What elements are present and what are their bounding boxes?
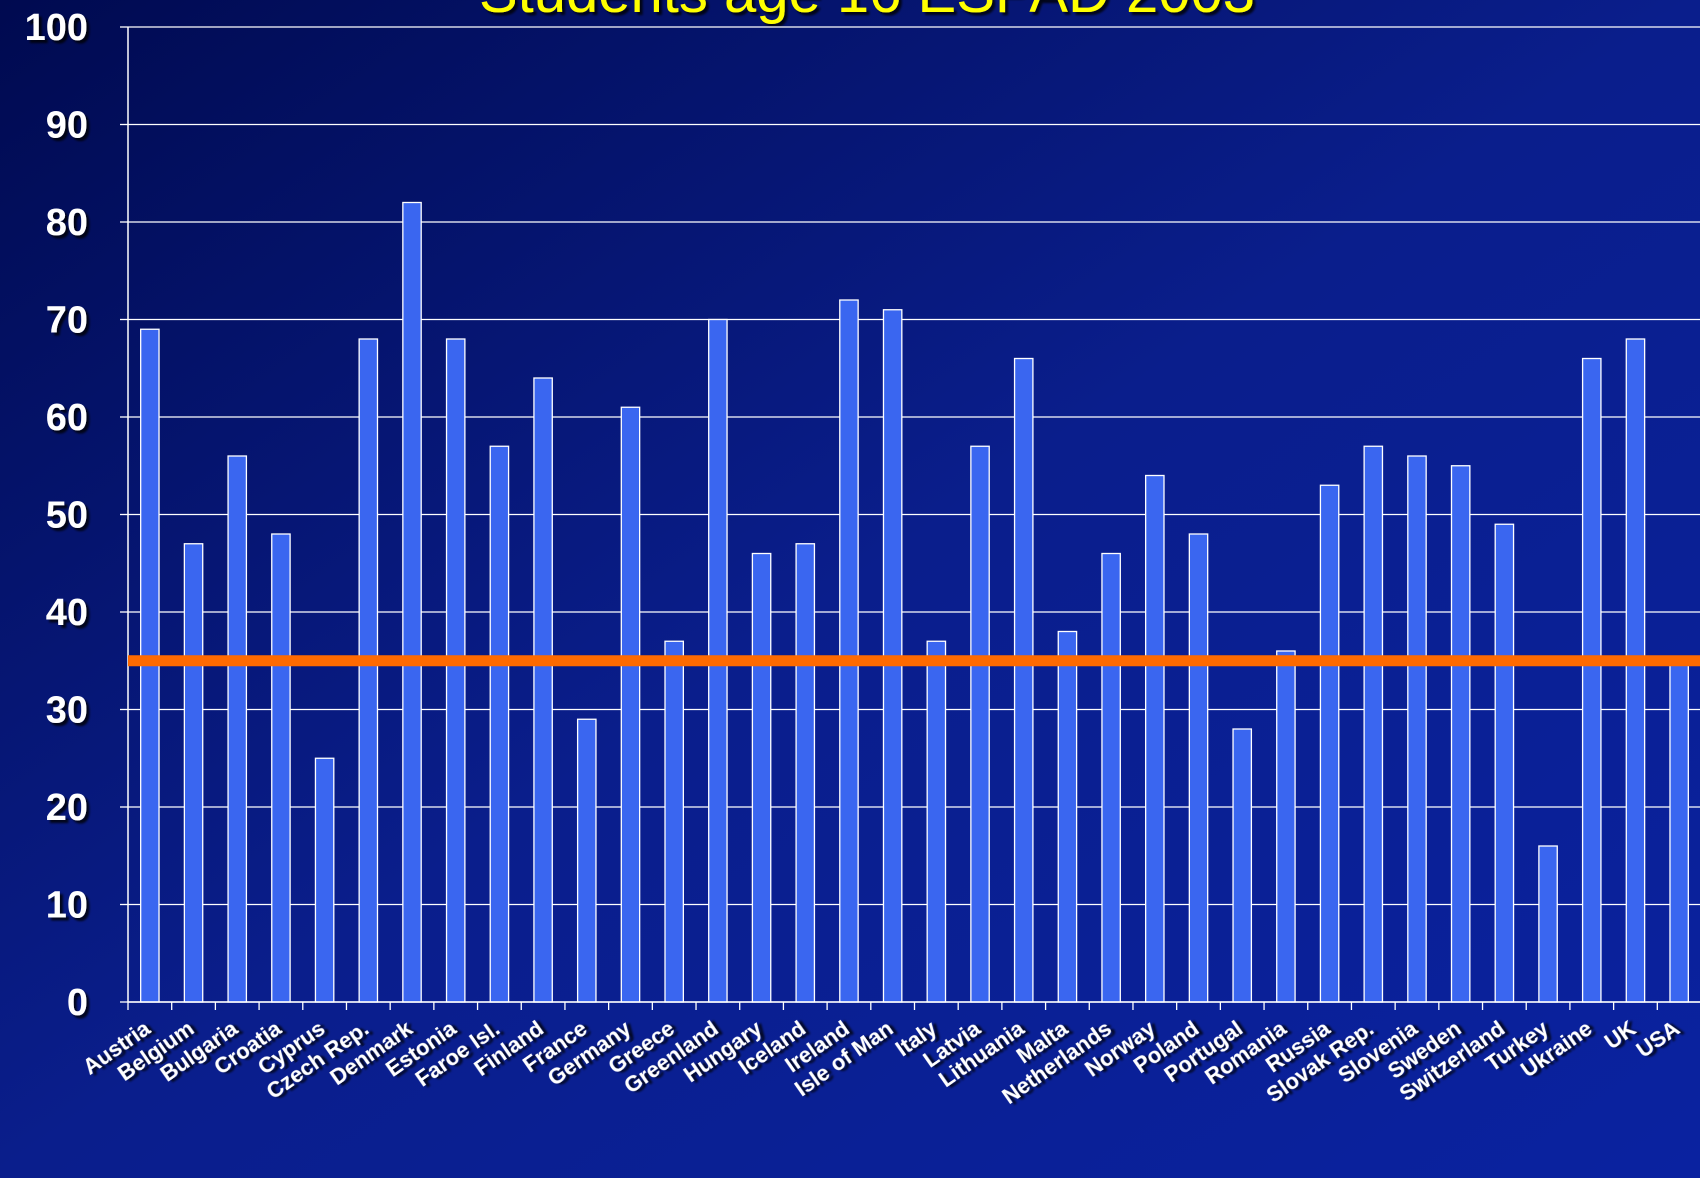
bar xyxy=(620,406,641,1003)
bar xyxy=(533,377,553,1003)
bar xyxy=(445,338,466,1003)
bar xyxy=(1013,357,1034,1003)
y-tick-label: 40 xyxy=(46,592,88,634)
bar xyxy=(1363,445,1384,1003)
bar xyxy=(1188,533,1209,1003)
bar xyxy=(1538,845,1558,1003)
bar xyxy=(1057,630,1078,1003)
bar xyxy=(795,543,816,1003)
bar xyxy=(970,445,990,1003)
bar xyxy=(271,533,291,1003)
bar xyxy=(1494,523,1515,1003)
bar xyxy=(1319,484,1340,1003)
bar xyxy=(1407,455,1427,1003)
bar xyxy=(1144,474,1165,1003)
y-tick-label: 30 xyxy=(46,690,88,732)
y-tick-label: 70 xyxy=(46,300,88,342)
bar xyxy=(1625,338,1646,1003)
y-tick-label: 0 xyxy=(67,982,88,1024)
chart-title: Students age 16 ESPAD 2003 xyxy=(479,0,1255,25)
y-tick-label: 50 xyxy=(46,495,88,537)
bar xyxy=(839,299,859,1003)
bar xyxy=(926,640,947,1003)
y-tick-label: 100 xyxy=(25,7,88,49)
bar xyxy=(1232,728,1253,1003)
bar xyxy=(489,445,510,1003)
bar xyxy=(402,201,422,1003)
bar xyxy=(1276,650,1296,1003)
bar xyxy=(1669,660,1689,1003)
y-tick-label: 90 xyxy=(46,105,88,147)
bar xyxy=(227,455,248,1003)
y-tick-label: 60 xyxy=(46,397,88,439)
y-tick-label: 10 xyxy=(46,885,88,927)
bar xyxy=(751,552,772,1003)
bar xyxy=(358,338,379,1003)
y-tick-label: 20 xyxy=(46,787,88,829)
bar xyxy=(314,757,335,1003)
bar xyxy=(1581,357,1602,1003)
bar xyxy=(664,640,685,1003)
bar xyxy=(1450,465,1471,1003)
y-tick-label: 80 xyxy=(46,202,88,244)
bar xyxy=(183,543,204,1003)
bar xyxy=(1101,552,1121,1003)
bar xyxy=(576,718,597,1003)
